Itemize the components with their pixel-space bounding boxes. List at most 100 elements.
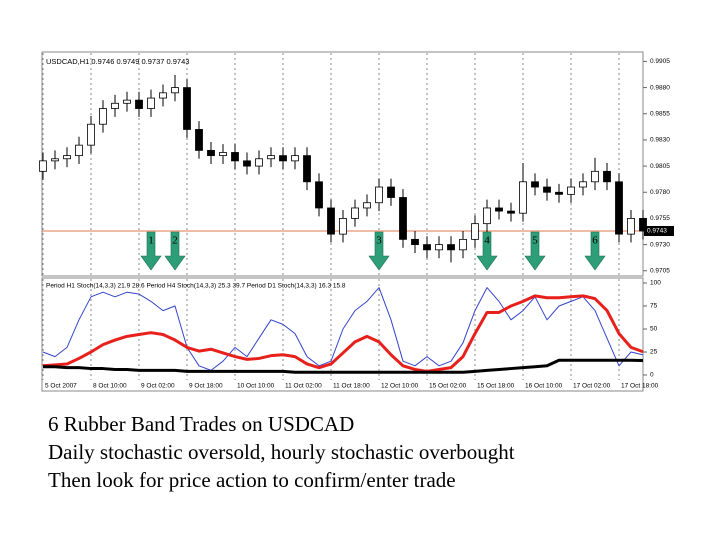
candle-body [219, 152, 227, 157]
candle-body [207, 149, 215, 157]
x-tick-label: 17 Oct 02:00 [573, 383, 611, 390]
candle-body [399, 197, 407, 240]
stoch-line [42, 294, 644, 373]
y-tick-label: 0.9755 [650, 215, 670, 222]
stoch-line [42, 287, 644, 371]
candle-body [327, 207, 335, 235]
x-tick-label: 9 Oct 18:00 [189, 383, 223, 390]
candle-body [339, 218, 347, 235]
signal-label: 5 [532, 235, 538, 247]
y-tick-label: 0 [650, 372, 654, 379]
last-price-label: 0.9743 [647, 228, 667, 235]
stoch-line [43, 358, 644, 374]
x-tick-label: 8 Oct 10:00 [93, 383, 127, 390]
candle-body [471, 223, 479, 240]
signal-arrow [368, 231, 390, 271]
stoch-title: Period H1 Stoch(14,3,3) 21.9 28.6 Period… [46, 283, 346, 290]
candle-body [267, 155, 275, 160]
candle-body [423, 244, 431, 251]
candle-body [507, 210, 515, 214]
candle-body [375, 186, 383, 204]
x-tick-label: 12 Oct 10:00 [381, 383, 419, 390]
x-tick-label: 9 Oct 02:00 [141, 383, 175, 390]
x-tick-label: 10 Oct 10:00 [237, 383, 275, 390]
candle-body [459, 238, 467, 251]
candle-body [615, 181, 623, 235]
last-price-box [644, 225, 674, 236]
candle-body [87, 123, 95, 146]
y-tick-label: 75 [650, 303, 658, 310]
candle-body [447, 244, 455, 251]
x-tick-label: 17 Oct 18:00 [621, 383, 659, 390]
candle-body [255, 158, 263, 167]
candle-body [99, 108, 107, 125]
candle-body [75, 144, 83, 157]
x-tick-label: 15 Oct 18:00 [477, 383, 515, 390]
y-tick-label: 100 [650, 280, 661, 287]
candle-body [231, 152, 239, 162]
candle-body [603, 170, 611, 183]
candle-body [591, 170, 599, 183]
candle-body [531, 181, 539, 188]
candle-body [63, 155, 71, 160]
candle-body [159, 92, 167, 99]
candle-body [195, 129, 203, 151]
signal-label: 1 [148, 235, 154, 247]
signal-arrow [140, 231, 162, 271]
candle-body [315, 181, 323, 209]
candle-body [135, 99, 143, 109]
candle-body [387, 186, 395, 198]
signal-label: 3 [376, 235, 382, 247]
candle-body [411, 238, 419, 245]
candle-body [567, 186, 575, 195]
x-tick-label: 16 Oct 10:00 [525, 383, 563, 390]
caption-line: 6 Rubber Band Trades on USDCAD [48, 412, 355, 436]
candle-body [279, 155, 287, 162]
candle-body [147, 97, 155, 109]
y-tick-label: 0.9855 [650, 110, 670, 117]
signal-label: 4 [484, 235, 490, 247]
candle-body [543, 186, 551, 193]
y-tick-label: 50 [650, 326, 658, 333]
y-tick-label: 0.9830 [650, 137, 670, 144]
candle-body [183, 87, 191, 130]
candle-body [519, 181, 527, 214]
candle-body [639, 218, 647, 232]
price-title: USDCAD,H1 0.9746 0.9749 0.9737 0.9743 [46, 57, 189, 66]
y-tick-label: 0.9705 [650, 267, 670, 274]
candle-body [51, 158, 59, 162]
signal-arrow [164, 231, 186, 271]
y-tick-label: 0.9805 [650, 163, 670, 170]
candle-body [351, 207, 359, 219]
caption-line: Then look for price action to confirm/en… [48, 468, 456, 492]
candle-body [291, 155, 299, 162]
signal-label: 6 [592, 235, 598, 247]
signal-label: 2 [172, 235, 178, 247]
candle-body [303, 155, 311, 183]
candle-body [579, 181, 587, 188]
x-tick-label: 11 Oct 02:00 [285, 383, 322, 390]
candle-body [627, 218, 635, 235]
candle-body [171, 87, 179, 94]
candle-body [483, 207, 491, 225]
y-tick-label: 0.9730 [650, 241, 670, 248]
candle-body [243, 160, 251, 167]
candle-body [123, 99, 131, 104]
signal-arrow [476, 231, 498, 271]
caption-line: Daily stochastic oversold, hourly stocha… [48, 440, 515, 464]
candle-body [435, 244, 443, 251]
y-tick-label: 0.9905 [650, 58, 670, 65]
x-tick-label: 15 Oct 02:00 [429, 383, 467, 390]
y-tick-label: 0.9880 [650, 84, 670, 91]
candle-body [555, 191, 563, 195]
signal-arrow [524, 231, 546, 271]
candle-body [39, 160, 47, 172]
x-tick-label: 11 Oct 18:00 [333, 383, 370, 390]
candle-body [111, 102, 119, 109]
signal-arrow [584, 231, 606, 271]
y-tick-label: 25 [650, 349, 658, 356]
y-tick-label: 0.9780 [650, 189, 670, 196]
candle-body [495, 207, 503, 212]
